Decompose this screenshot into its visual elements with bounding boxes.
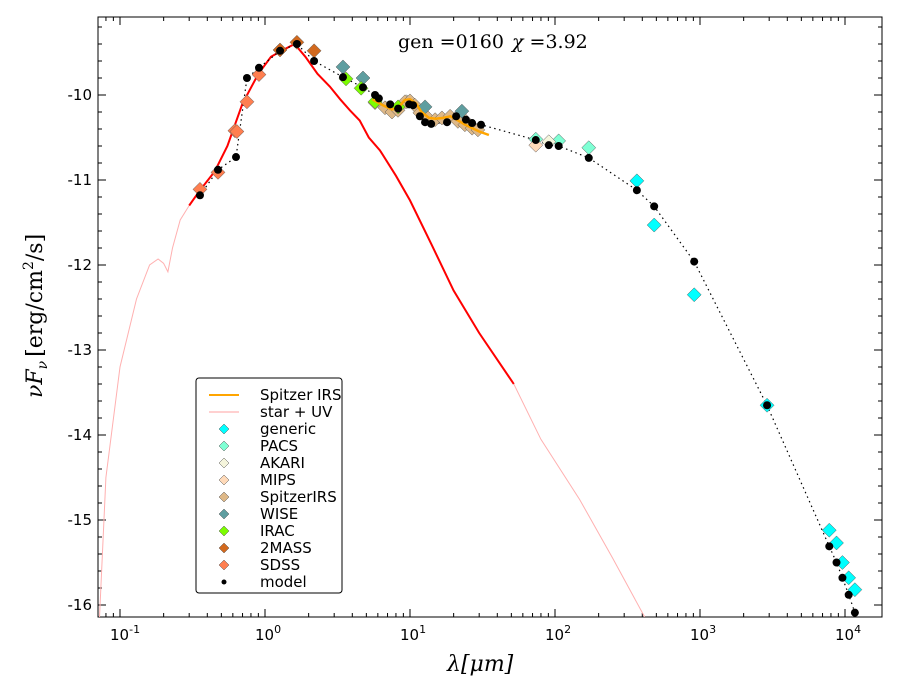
x-tick-label: 102: [545, 623, 571, 644]
generic-point: [821, 522, 837, 538]
wise-point: [335, 59, 351, 75]
model-point: [427, 119, 436, 128]
model-point: [254, 63, 263, 72]
model-point: [844, 590, 853, 599]
y-tick-label: -11: [68, 171, 93, 189]
pacs-point: [581, 140, 597, 156]
model-point: [832, 558, 841, 567]
y-axis-label: νFν[erg/cm2/s]: [21, 234, 51, 398]
y-tick-label: -16: [68, 596, 93, 614]
generic-point: [829, 535, 844, 551]
model-point: [386, 100, 395, 109]
legend-label-generic: generic: [260, 420, 316, 438]
x-tick-label: 101: [400, 623, 426, 644]
model-point: [650, 202, 659, 211]
legend-swatch-2mass: [218, 542, 230, 554]
y-tick-label: -12: [68, 256, 93, 274]
legend-label-sdss: SDSS: [260, 556, 300, 574]
sdss-point: [251, 67, 267, 82]
legend-label-wise: WISE: [260, 505, 298, 523]
star-uv-line-dense: [188, 42, 515, 385]
legend-label-model: model: [260, 573, 307, 591]
y-tick-label: -15: [68, 511, 93, 529]
model-point: [213, 165, 222, 174]
x-tick-label: 103: [690, 623, 716, 644]
model-point: [415, 112, 424, 121]
x-axis-label: λ[μm]: [446, 652, 514, 677]
legend-label-irac: IRAC: [260, 522, 295, 540]
model-point: [409, 101, 418, 110]
generic-point: [646, 217, 662, 233]
legend-swatch-spitzerirs: [218, 491, 230, 503]
legend-label-spitzerirs: SpitzerIRS: [260, 488, 337, 506]
legend-label-mips: MIPS: [260, 471, 296, 489]
sdss-point: [229, 124, 245, 139]
x-tick-label: 100: [255, 623, 281, 644]
legend-swatch-model: [221, 579, 227, 585]
model-point: [338, 73, 347, 82]
legend-box: [195, 377, 343, 594]
generic-point: [686, 287, 702, 303]
legend-swatch-sdss: [218, 559, 230, 571]
legend-label-pacs: PACS: [260, 437, 298, 455]
model-point: [310, 57, 319, 65]
legend-label-2mass: 2MASS: [260, 539, 312, 557]
model-point: [242, 74, 251, 82]
model-point: [468, 119, 477, 128]
model-point: [544, 141, 553, 150]
model-point: [531, 136, 540, 145]
y-tick-label: -10: [68, 86, 93, 104]
model-point: [394, 104, 403, 113]
model-point: [477, 120, 486, 129]
model-point: [461, 115, 470, 124]
model-point: [421, 118, 430, 127]
generic-point: [629, 173, 645, 189]
legend-swatch-wise: [218, 508, 230, 520]
legend-swatch-generic: [218, 423, 230, 435]
model-point: [763, 401, 772, 410]
model-point: [358, 83, 367, 92]
x-tick-label: 10-1: [110, 623, 140, 644]
legend-swatch-pacs: [218, 440, 230, 452]
model-point: [850, 608, 859, 617]
model-point: [195, 191, 204, 200]
model-point: [838, 573, 847, 582]
y-tick-label: -14: [68, 426, 93, 444]
plot-frame: [97, 16, 883, 618]
legend-swatch-irac: [218, 525, 230, 537]
x-tick-label: 104: [835, 623, 861, 644]
sdss-point: [239, 94, 255, 110]
legend-swatch-akari: [218, 457, 230, 469]
model-point: [690, 257, 699, 266]
legend-label-spitzer-irs: Spitzer IRS: [260, 386, 342, 404]
model-point: [554, 142, 563, 150]
model-point: [374, 94, 383, 103]
star-uv-line: [99, 43, 646, 617]
model-point: [825, 542, 834, 551]
legend-label-akari: AKARI: [260, 454, 305, 472]
model-point: [232, 153, 241, 162]
chart-title: gen =0160 χ =3.92: [398, 31, 588, 53]
model-point: [452, 112, 461, 121]
model-point: [584, 153, 593, 162]
model-point: [292, 40, 301, 48]
legend-label-star-uv: star + UV: [260, 403, 333, 421]
y-tick-label: -13: [68, 341, 93, 359]
legend-swatch-mips: [218, 474, 230, 486]
model-point: [443, 118, 452, 127]
model-point: [276, 46, 285, 55]
model-point: [632, 186, 641, 195]
